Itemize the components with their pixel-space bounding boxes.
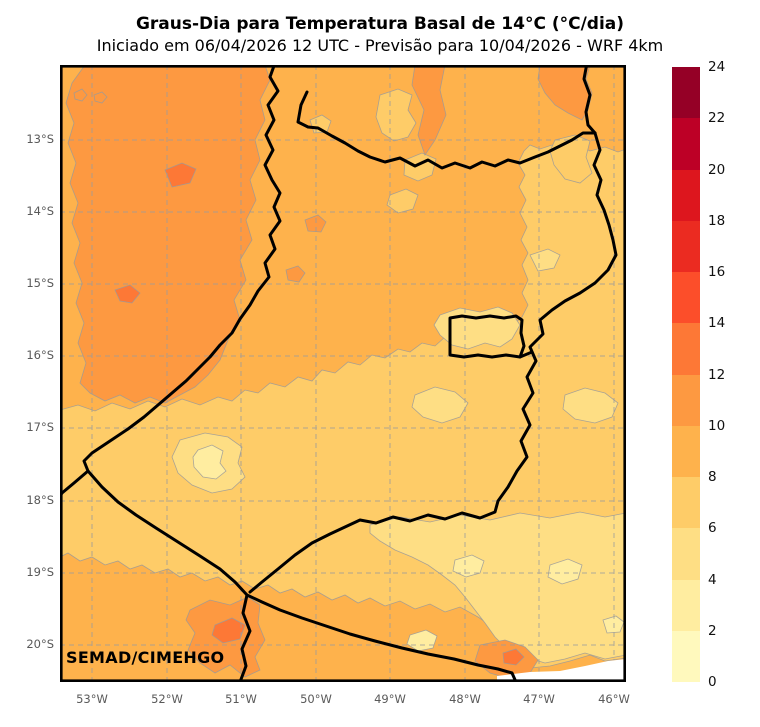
colorbar-segment bbox=[672, 528, 700, 580]
contour-region bbox=[386, 188, 419, 214]
colorbar-tick-label: 14 bbox=[708, 315, 726, 332]
lon-tick-label: 53°W bbox=[76, 692, 108, 706]
contour-region bbox=[285, 265, 306, 283]
map-frame bbox=[59, 64, 627, 683]
colorbar-tick-label: 24 bbox=[708, 59, 726, 75]
colorbar-segment bbox=[672, 67, 700, 119]
contour-region bbox=[562, 387, 619, 424]
lon-tick-label: 49°W bbox=[374, 692, 406, 706]
colorbar-segment bbox=[672, 374, 700, 426]
colorbar-segment bbox=[672, 323, 700, 375]
colorbar-segment bbox=[672, 477, 700, 529]
state-border-west bbox=[56, 61, 282, 501]
colorbar-tick-label: 12 bbox=[708, 366, 726, 383]
lat-tick-label: 19°S bbox=[26, 565, 54, 579]
state-borders bbox=[56, 61, 618, 684]
colorbar-tick-label: 22 bbox=[708, 110, 726, 127]
lat-tick-label: 17°S bbox=[26, 420, 54, 434]
contour-region bbox=[65, 64, 271, 404]
lon-tick-label: 46°W bbox=[598, 692, 630, 706]
map-area bbox=[56, 61, 627, 684]
lat-tick-label: 14°S bbox=[26, 204, 54, 218]
colorbar-tick-label: 18 bbox=[708, 212, 726, 229]
lat-tick-label: 16°S bbox=[26, 348, 54, 362]
contour-region bbox=[211, 617, 246, 644]
federal-district-connector bbox=[518, 350, 534, 359]
colorbar-tick-label: 0 bbox=[708, 674, 717, 690]
contour-region bbox=[411, 386, 469, 424]
contour-region bbox=[547, 558, 583, 585]
watermark-label: SEMAD/CIMEHGO bbox=[66, 648, 225, 667]
contour-fill-regions bbox=[59, 64, 627, 680]
contour-region bbox=[93, 91, 108, 104]
contour-region bbox=[375, 88, 417, 142]
colorbar-segment bbox=[672, 220, 700, 272]
colorbar-tick-label: 4 bbox=[708, 571, 717, 588]
state-border-east bbox=[248, 131, 618, 594]
map-canvas bbox=[56, 61, 627, 684]
state-border-southwest bbox=[86, 469, 518, 684]
contour-region bbox=[73, 88, 88, 102]
lon-tick-label: 48°W bbox=[449, 692, 481, 706]
lon-tick-label: 47°W bbox=[523, 692, 555, 706]
contour-region bbox=[537, 64, 593, 121]
colorbar-tick-label: 20 bbox=[708, 161, 726, 178]
contour-region bbox=[304, 214, 327, 233]
lat-tick-label: 15°S bbox=[26, 276, 54, 290]
state-border-north bbox=[296, 90, 597, 170]
contour-region bbox=[406, 629, 438, 652]
colorbar bbox=[672, 67, 700, 682]
contour-region bbox=[369, 511, 627, 664]
state-border-top-east bbox=[582, 61, 597, 135]
federal-district-outline bbox=[448, 314, 526, 359]
contour-region bbox=[164, 162, 197, 188]
grid-lines bbox=[60, 65, 626, 682]
colorbar-segment bbox=[672, 579, 700, 631]
no-data-region bbox=[497, 659, 626, 682]
lat-tick-label: 18°S bbox=[26, 493, 54, 507]
colorbar-segment bbox=[672, 425, 700, 477]
lon-tick-label: 52°W bbox=[151, 692, 183, 706]
figure-subtitle: Iniciado em 06/04/2026 12 UTC - Previsão… bbox=[96, 36, 664, 55]
contour-region bbox=[114, 284, 141, 304]
figure-title: Graus-Dia para Temperatura Basal de 14°C… bbox=[135, 14, 625, 34]
lon-tick-label: 51°W bbox=[225, 692, 257, 706]
colorbar-tick-label: 2 bbox=[708, 622, 717, 639]
colorbar-segment bbox=[672, 118, 700, 170]
lat-tick-label: 20°S bbox=[26, 637, 54, 651]
contour-region bbox=[411, 64, 447, 156]
colorbar-tick-label: 10 bbox=[708, 417, 726, 434]
state-border-south bbox=[238, 593, 252, 684]
contour-region bbox=[452, 554, 485, 578]
colorbar-tick-label: 6 bbox=[708, 520, 717, 537]
lat-tick-label: 13°S bbox=[26, 132, 54, 146]
colorbar-segment bbox=[672, 169, 700, 221]
colorbar-segment bbox=[672, 630, 700, 682]
lon-tick-label: 50°W bbox=[300, 692, 332, 706]
contour-region bbox=[502, 648, 525, 666]
colorbar-segment bbox=[672, 272, 700, 324]
colorbar-tick-label: 8 bbox=[708, 469, 717, 485]
colorbar-tick-label: 16 bbox=[708, 264, 726, 280]
contour-region bbox=[192, 444, 227, 480]
contour-region bbox=[529, 248, 561, 272]
